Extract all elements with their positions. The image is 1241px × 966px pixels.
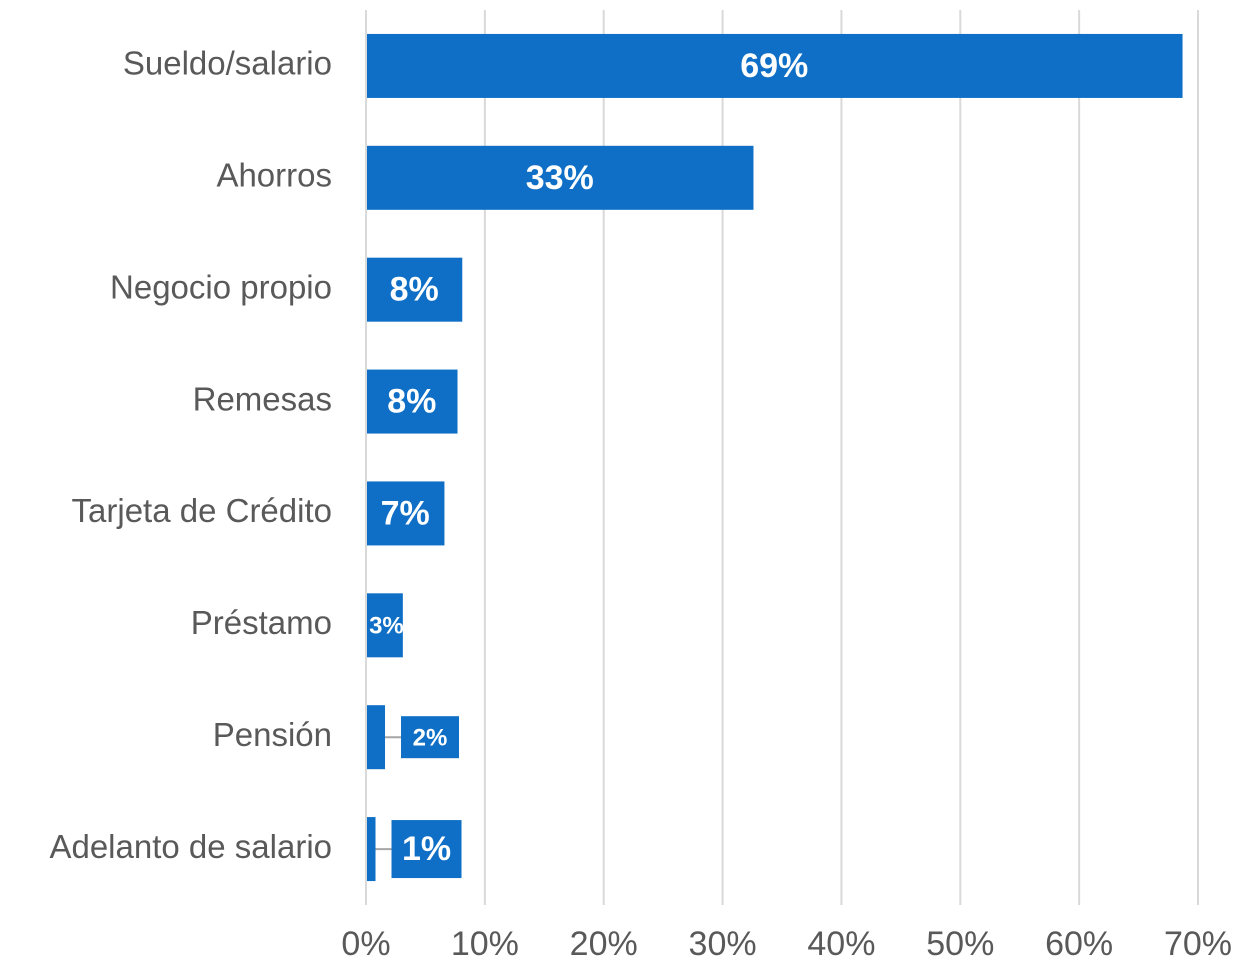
- bar: [366, 817, 376, 882]
- x-tick-label: 30%: [689, 925, 757, 963]
- category-label: Ahorros: [216, 157, 332, 194]
- bar: [366, 481, 445, 546]
- category-label: Negocio propio: [110, 268, 332, 305]
- x-tick-label: 10%: [451, 925, 519, 963]
- value-label: 3%: [369, 613, 404, 640]
- bar: [366, 593, 403, 658]
- x-tick-label: 60%: [1045, 925, 1113, 963]
- category-label: Préstamo: [191, 604, 332, 641]
- value-label: 69%: [740, 47, 808, 85]
- value-label-box: [391, 820, 462, 879]
- bar: [366, 33, 1183, 98]
- value-label: 8%: [387, 383, 436, 421]
- category-label: Tarjeta de Crédito: [72, 492, 332, 529]
- value-label-box: [401, 716, 460, 759]
- x-tick-label: 40%: [807, 925, 875, 963]
- value-label: 1%: [402, 830, 451, 868]
- category-label: Sueldo/salario: [123, 45, 332, 82]
- x-tick-label: 0%: [341, 925, 390, 963]
- category-label: Remesas: [193, 380, 332, 417]
- value-label: 33%: [526, 159, 594, 197]
- bar: [366, 257, 463, 322]
- bar: [366, 145, 754, 210]
- category-label: Pensión: [213, 716, 332, 753]
- bar: [366, 705, 386, 770]
- category-label: Adelanto de salario: [49, 828, 332, 865]
- x-tick-label: 70%: [1164, 925, 1232, 963]
- bar: [366, 369, 458, 434]
- x-tick-label: 20%: [570, 925, 638, 963]
- x-tick-label: 50%: [926, 925, 994, 963]
- value-label: 2%: [413, 725, 448, 752]
- value-label: 8%: [390, 271, 439, 309]
- value-label: 7%: [381, 494, 430, 532]
